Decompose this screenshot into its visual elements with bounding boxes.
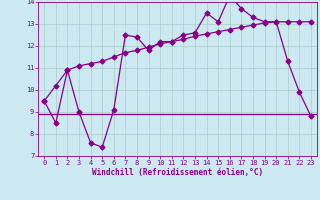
X-axis label: Windchill (Refroidissement éolien,°C): Windchill (Refroidissement éolien,°C) [92, 168, 263, 177]
